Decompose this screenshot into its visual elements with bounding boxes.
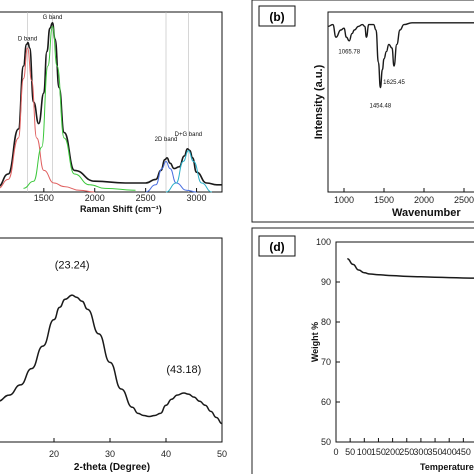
panel-a-x-tick-label: 2500 bbox=[136, 193, 156, 203]
panel-d-label: (d) bbox=[269, 240, 284, 254]
panel-c-series bbox=[0, 294, 223, 425]
panel-b-plot-frame bbox=[327, 11, 474, 193]
panel-d-y-tick-label: 90 bbox=[321, 277, 331, 287]
panel-d-series bbox=[347, 258, 474, 279]
panel-d-x-tick-label: 450 bbox=[456, 447, 471, 457]
panel-a-series-line-1 bbox=[0, 47, 95, 193]
panel-a-series-line-3 bbox=[145, 160, 197, 193]
panel-a-series-line-4 bbox=[165, 150, 212, 193]
panel-a-x-tick-label: 3000 bbox=[187, 193, 207, 203]
panel-b-annotations: 1065.78 1454.48 1625.45 bbox=[338, 49, 405, 109]
panel-b-border bbox=[251, 0, 474, 223]
panel-d-y-tick-label: 70 bbox=[321, 357, 331, 367]
panel-b-annotation: 1454.48 bbox=[370, 103, 392, 109]
panel-a-series bbox=[0, 21, 222, 193]
panel-b-annotation: 1625.45 bbox=[383, 80, 405, 86]
panel-a-annotation: D+G band bbox=[175, 132, 203, 138]
panel-a-x-tick-label: 2000 bbox=[85, 193, 105, 203]
panel-b-label: (b) bbox=[269, 10, 284, 24]
panel-a-series-line-0 bbox=[0, 21, 222, 187]
panel-a-annotation: G band bbox=[43, 15, 63, 21]
panel-c-x-tick-label: 30 bbox=[105, 449, 115, 459]
panel-d-x-tick-label: 250 bbox=[399, 447, 414, 457]
panel-d-x-tick-label: 50 bbox=[345, 447, 355, 457]
panel-b-series bbox=[327, 22, 474, 89]
panel-a-annotation: 2D band bbox=[155, 137, 178, 143]
panel-d-y-tick-label: 80 bbox=[321, 317, 331, 327]
panel-c-series-line-0 bbox=[0, 294, 223, 425]
panel-c-x-tick-label: 40 bbox=[161, 449, 171, 459]
panel-b: (b) 1000 1500 2000 2500 1065.78 1454.48 1625.… bbox=[251, 0, 474, 223]
panel-b-label-box bbox=[258, 5, 296, 27]
panel-b-annotation: 1065.78 bbox=[338, 49, 360, 55]
panel-c-x-tick-label: 20 bbox=[49, 449, 59, 459]
panel-c-annotation: (23.24) bbox=[55, 260, 90, 272]
panel-a-plot-frame bbox=[0, 11, 223, 193]
panel-a-series-line-2 bbox=[23, 25, 136, 191]
panel-d-x-tick-label: 300 bbox=[413, 447, 428, 457]
panel-d-x-tick-label: 0 bbox=[333, 447, 338, 457]
panel-a: 1500 2000 2500 3000 D band G band 2D bandD+G … bbox=[0, 11, 223, 214]
panel-d-y-axis-label: Weight % bbox=[310, 322, 320, 362]
panel-d-label-box bbox=[258, 235, 296, 257]
panel-d-x-tick-label: 150 bbox=[371, 447, 386, 457]
panel-a-x-axis-label: Raman Shift (cm⁻¹) bbox=[80, 204, 162, 214]
panel-a-ticks: 1500 2000 2500 3000 bbox=[34, 188, 207, 203]
panel-b-x-axis-label: Wavenumber bbox=[392, 207, 461, 219]
panel-d-y-tick-label: 100 bbox=[316, 237, 331, 247]
panel-d-x-tick-label: 100 bbox=[357, 447, 372, 457]
panel-d-x-tick-label: 400 bbox=[442, 447, 457, 457]
panel-b-x-tick-label: 1000 bbox=[334, 195, 354, 205]
panel-a-annotation: D band bbox=[18, 36, 37, 42]
panel-c: 20 30 40 50 (23.24) (43.18) 2-theta (Degree) bbox=[0, 237, 227, 473]
panel-d-border bbox=[251, 227, 474, 474]
panel-d-x-tick-label: 200 bbox=[385, 447, 400, 457]
panel-d: (d) 0 50 100 150 200 250 300 350 400 450506070809… bbox=[251, 227, 474, 474]
panel-d-y-tick-label: 50 bbox=[321, 437, 331, 447]
panel-b-y-axis-label: Intensity (a.u.) bbox=[313, 64, 325, 139]
panel-a-x-tick-label: 1500 bbox=[34, 193, 54, 203]
panel-b-series-line-0 bbox=[327, 22, 474, 89]
panel-d-x-tick-label: 350 bbox=[428, 447, 443, 457]
panel-c-x-tick-label: 50 bbox=[217, 449, 227, 459]
panel-c-ticks: 20 30 40 50 bbox=[49, 438, 227, 459]
panel-d-series-line-0 bbox=[347, 258, 474, 279]
panel-c-x-axis-label: 2-theta (Degree) bbox=[74, 462, 150, 473]
panel-c-annotations: (23.24) (43.18) bbox=[55, 260, 202, 376]
panel-b-ticks: 1000 1500 2000 2500 bbox=[334, 188, 474, 205]
panel-c-plot-frame bbox=[0, 237, 223, 443]
panel-b-x-tick-label: 2000 bbox=[414, 195, 434, 205]
panel-d-x-axis-label: Temperature bbox=[420, 462, 474, 472]
panel-d-y-tick-label: 60 bbox=[321, 397, 331, 407]
panel-c-annotation: (43.18) bbox=[166, 364, 201, 376]
panel-b-x-tick-label: 1500 bbox=[374, 195, 394, 205]
panel-b-x-tick-label: 2500 bbox=[454, 195, 474, 205]
panel-d-plot-frame bbox=[335, 241, 474, 443]
